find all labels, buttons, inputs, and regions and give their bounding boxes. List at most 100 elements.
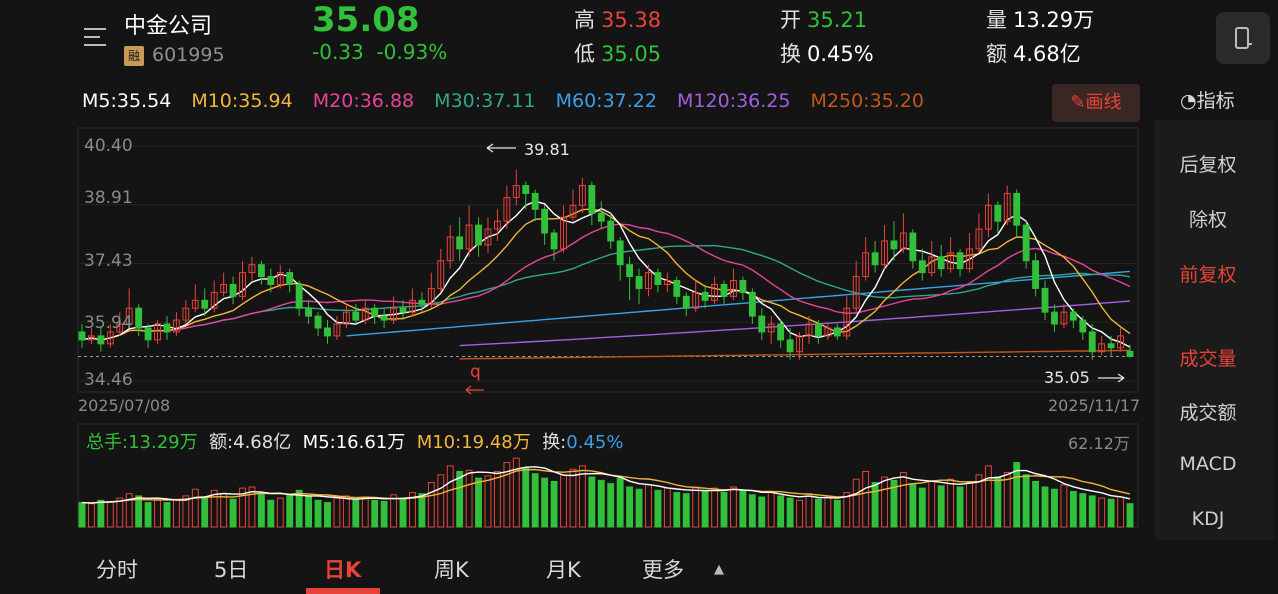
candle-body bbox=[371, 307, 379, 317]
volume-bar bbox=[1032, 480, 1040, 528]
volume-bar bbox=[984, 465, 992, 528]
tab-weekly-k[interactable]: 周K bbox=[434, 558, 469, 582]
high-marker-arrowhead bbox=[486, 143, 494, 153]
pencil-icon: ✎ bbox=[1070, 92, 1086, 113]
volume-bar bbox=[541, 477, 549, 528]
low-marker-arrowhead bbox=[1117, 373, 1125, 383]
tab-daily-k[interactable]: 日K bbox=[324, 558, 362, 582]
volume-bar bbox=[220, 493, 228, 528]
high-marker-label: 39.81 bbox=[524, 140, 570, 159]
candle-body bbox=[909, 232, 917, 262]
volume-bar bbox=[371, 499, 379, 528]
ma120-value: M120:36.25 bbox=[677, 90, 791, 112]
candle-body bbox=[578, 185, 586, 206]
vol-turnover-value: 0.45% bbox=[566, 432, 624, 453]
volume-bar bbox=[437, 474, 445, 528]
candle-body bbox=[711, 283, 719, 301]
stock-code: 601995 bbox=[152, 44, 225, 66]
stock-name: 中金公司 bbox=[124, 14, 213, 39]
open-stat: 开 35.21 bbox=[780, 4, 867, 34]
candle-body bbox=[673, 280, 681, 297]
volume-bar bbox=[475, 477, 482, 528]
candle-body bbox=[182, 307, 190, 321]
volume-bar bbox=[786, 497, 794, 528]
candle-body bbox=[881, 240, 888, 266]
candle-body bbox=[862, 252, 870, 278]
volume-bar bbox=[616, 477, 624, 528]
open-label: 开 bbox=[780, 8, 801, 32]
ma250-value: M250:35.20 bbox=[810, 90, 924, 112]
volume-bar bbox=[947, 478, 955, 528]
change-value: -0.33 bbox=[312, 40, 364, 64]
volume-bar bbox=[730, 486, 737, 528]
rp-item-amount[interactable]: 成交额 bbox=[1179, 402, 1237, 424]
volume-bar bbox=[352, 498, 360, 528]
volume-bar bbox=[758, 496, 766, 528]
volume-bar bbox=[890, 479, 898, 528]
candle-body bbox=[730, 280, 737, 297]
menu-icon[interactable] bbox=[82, 26, 110, 48]
candle-body bbox=[984, 204, 992, 230]
rp-item-volume[interactable]: 成交量 bbox=[1179, 348, 1237, 370]
volume-value: 13.29万 bbox=[1013, 8, 1095, 32]
candle-body bbox=[333, 323, 341, 337]
device-button[interactable] bbox=[1216, 12, 1270, 64]
volume-bar bbox=[333, 497, 341, 528]
tab-5day[interactable]: 5日 bbox=[214, 558, 249, 582]
open-value: 35.21 bbox=[807, 8, 868, 32]
volume-bar bbox=[852, 478, 860, 528]
candle-body bbox=[682, 295, 690, 309]
volume-bar bbox=[399, 497, 407, 528]
start-date: 2025/07/08 bbox=[78, 396, 171, 415]
candle-body bbox=[352, 311, 360, 321]
candle-body bbox=[1060, 311, 1068, 325]
volume-bar bbox=[484, 475, 492, 528]
ma10-value: M10:35.94 bbox=[191, 90, 293, 112]
rp-item-ex-rights[interactable]: 除权 bbox=[1188, 209, 1227, 231]
candle-body bbox=[1013, 192, 1021, 226]
draw-line-button[interactable]: ✎画线 bbox=[1052, 84, 1140, 122]
volume-bar bbox=[1051, 488, 1058, 528]
candle-body bbox=[503, 196, 511, 222]
caret-up-icon[interactable]: ▲ bbox=[714, 562, 724, 577]
volume-bar bbox=[201, 497, 209, 528]
candle-body bbox=[541, 208, 549, 234]
event-marker[interactable]: q bbox=[470, 362, 481, 382]
volume-bar bbox=[1069, 490, 1077, 528]
rp-item-macd[interactable]: MACD bbox=[1179, 453, 1237, 475]
candle-body bbox=[248, 264, 256, 274]
ma20-line bbox=[119, 223, 1131, 336]
rp-item-kdj[interactable]: KDJ bbox=[1191, 508, 1225, 530]
candle-body bbox=[399, 307, 407, 313]
tab-more[interactable]: 更多 bbox=[642, 558, 684, 582]
candle-body bbox=[843, 307, 851, 337]
candle-body bbox=[135, 307, 143, 329]
tab-monthly-k[interactable]: 月K bbox=[546, 558, 581, 582]
indicator-button[interactable]: ◔指标 bbox=[1180, 86, 1235, 113]
rp-item-post-adjusted[interactable]: 后复权 bbox=[1179, 154, 1237, 176]
volume-bar bbox=[1060, 484, 1068, 528]
candle-body bbox=[201, 299, 209, 309]
ma30-line bbox=[138, 244, 1131, 333]
high-stat: 高 35.38 bbox=[574, 4, 661, 34]
rp-item-pre-adjusted[interactable]: 前复权 bbox=[1179, 264, 1237, 286]
moving-average-legend: M5:35.54 M10:35.94 M20:36.88 M30:37.11 M… bbox=[82, 90, 938, 112]
candle-body bbox=[88, 335, 95, 341]
volume-bar bbox=[815, 498, 822, 528]
volume-bar bbox=[324, 502, 331, 528]
candle-body bbox=[305, 307, 313, 317]
candle-body bbox=[418, 299, 426, 305]
volume-bar bbox=[1013, 462, 1021, 528]
tab-intraday[interactable]: 分时 bbox=[96, 558, 138, 582]
volume-bar bbox=[767, 492, 775, 528]
candle-body bbox=[626, 264, 634, 278]
candle-body bbox=[220, 283, 228, 293]
candle-body bbox=[654, 272, 662, 285]
candle-body bbox=[456, 236, 464, 250]
candle-body bbox=[956, 252, 964, 270]
candle-body bbox=[484, 228, 492, 246]
current-price: 35.08 bbox=[312, 0, 420, 40]
candle-body bbox=[97, 335, 105, 345]
candle-body bbox=[937, 256, 945, 270]
